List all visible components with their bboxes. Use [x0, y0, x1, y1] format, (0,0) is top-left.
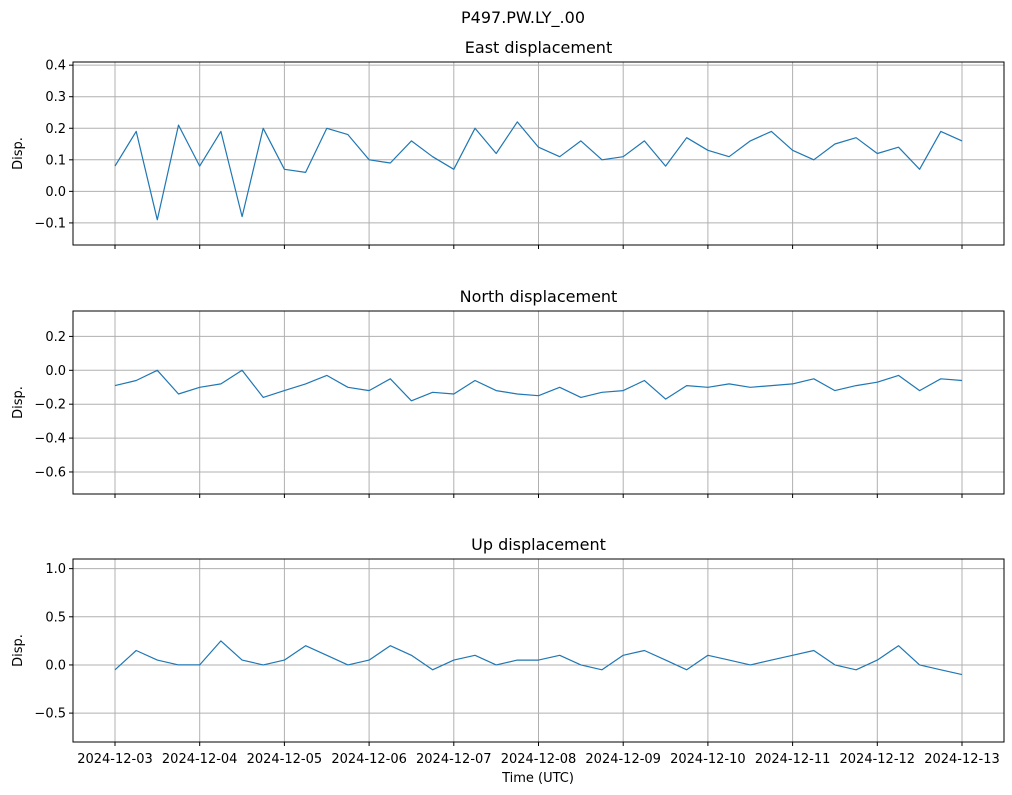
- x-tick-label: 2024-12-08: [501, 752, 577, 767]
- x-tick-label: 2024-12-09: [585, 752, 661, 767]
- y-axis-label: Disp.: [11, 137, 26, 170]
- x-tick-label: 2024-12-04: [162, 752, 238, 767]
- panel-title: East displacement: [465, 38, 612, 57]
- panel-3: Up displacement Disp. 2024-12-03 2024-12-04…: [11, 535, 1005, 767]
- y-tick-label: 0.0: [45, 185, 66, 200]
- panel-2: North displacement Disp. 0.2 0.0 −0.2 −0.4 −0.…: [11, 287, 1005, 498]
- series-line: [114, 121, 963, 221]
- y-axis-label: Disp.: [11, 634, 26, 667]
- series-line: [114, 369, 963, 402]
- y-axis-label: Disp.: [11, 386, 26, 419]
- x-tick-label: 2024-12-03: [77, 752, 153, 767]
- y-tick-label: 0.0: [45, 364, 66, 379]
- x-tick-label: 2024-12-06: [331, 752, 407, 767]
- x-tick-label: 2024-12-12: [840, 752, 916, 767]
- x-tick-label: 2024-12-11: [755, 752, 831, 767]
- panels: East displacement Disp. 0.4 0.3 0.2 0.1 0.0 −0.…: [11, 38, 1005, 767]
- x-axis-label: Time (UTC): [501, 771, 574, 786]
- panel-title: Up displacement: [471, 535, 606, 554]
- y-tick-label: 0.1: [45, 153, 66, 168]
- axes-frame: [72, 310, 1005, 495]
- y-tick-label: −0.4: [34, 432, 66, 447]
- y-tick-label: 0.2: [45, 122, 66, 137]
- x-tick-label: 2024-12-13: [924, 752, 1000, 767]
- x-tick-label: 2024-12-07: [416, 752, 492, 767]
- y-tick-label: 0.2: [45, 330, 66, 345]
- y-tick-label: −0.5: [34, 707, 66, 722]
- y-tick-label: −0.6: [34, 465, 66, 480]
- y-tick-label: 0.4: [45, 59, 66, 74]
- y-tick-label: −0.1: [34, 216, 66, 231]
- y-tick-label: 1.0: [45, 562, 66, 577]
- y-tick-label: 0.0: [45, 658, 66, 673]
- figure-suptitle: P497.PW.LY_.00: [461, 8, 585, 28]
- x-tick-label: 2024-12-10: [670, 752, 746, 767]
- y-tick-label: −0.2: [34, 398, 66, 413]
- series-line: [114, 640, 963, 676]
- x-tick-label: 2024-12-05: [247, 752, 323, 767]
- axes-frame: [72, 61, 1005, 246]
- panel-1: East displacement Disp. 0.4 0.3 0.2 0.1 0.0 −0.…: [11, 38, 1005, 249]
- y-tick-label: 0.3: [45, 90, 66, 105]
- panel-title: North displacement: [460, 287, 618, 306]
- axes-frame: [72, 558, 1005, 743]
- y-tick-label: 0.5: [45, 610, 66, 625]
